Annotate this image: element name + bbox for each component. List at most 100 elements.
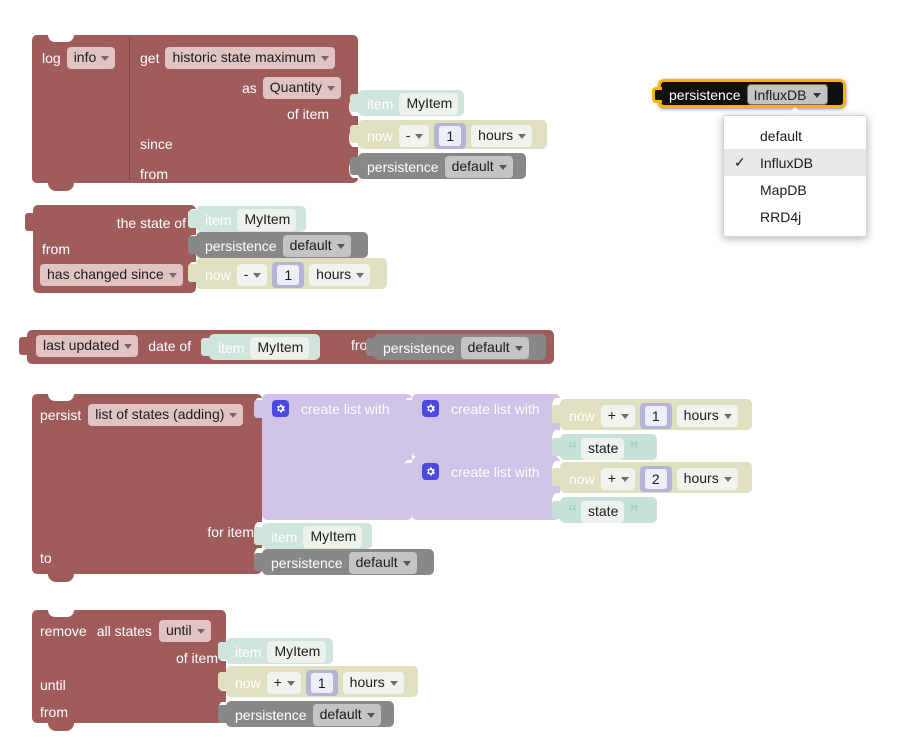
- persistence-block[interactable]: persistence default: [254, 549, 434, 575]
- create-list-inner-block-1[interactable]: create list with: [404, 394, 561, 457]
- create-list-inner-block-2[interactable]: create list with: [404, 457, 561, 520]
- value-plug: [350, 94, 359, 112]
- now-amount-field[interactable]: 1: [310, 673, 333, 693]
- now-amount-field[interactable]: 1: [644, 406, 667, 426]
- now-operator-dropdown[interactable]: +: [600, 468, 635, 490]
- now-amount-field[interactable]: 1: [439, 126, 462, 146]
- persist-block[interactable]: persist list of states (adding) for item…: [32, 394, 263, 582]
- chevron-down-icon: [402, 561, 411, 566]
- item-block[interactable]: item MyItem: [350, 90, 464, 116]
- item-name-value: MyItem: [274, 643, 321, 659]
- item-name-field[interactable]: MyItem: [399, 93, 459, 115]
- now-amount-wrapper[interactable]: 1: [272, 262, 305, 288]
- now-amount-wrapper[interactable]: 2: [639, 466, 672, 492]
- text-block[interactable]: “ state ”: [552, 434, 657, 460]
- item-block[interactable]: item MyItem: [254, 523, 372, 549]
- block-bottom-bump: [48, 723, 74, 731]
- now-operator-dropdown[interactable]: -: [236, 264, 268, 286]
- now-offset-block[interactable]: now - 1 hours: [188, 258, 387, 289]
- now-operator-dropdown[interactable]: +: [600, 405, 635, 427]
- value-plug: [552, 468, 561, 486]
- persistence-dropdown-menu[interactable]: default ✓ InfluxDB MapDB RRD4j: [723, 115, 867, 237]
- chevron-down-icon: [326, 86, 335, 91]
- persistence-block[interactable]: persistence default: [218, 701, 394, 727]
- now-offset-block[interactable]: now + 1 hours: [552, 399, 752, 430]
- persistence-block[interactable]: persistence default: [350, 153, 526, 179]
- item-name-field[interactable]: MyItem: [303, 526, 363, 548]
- state-of-block[interactable]: the state of from has changed since: [25, 205, 197, 293]
- item-name-field[interactable]: MyItem: [237, 209, 297, 231]
- remove-boundary-dropdown[interactable]: until: [158, 620, 211, 642]
- menu-item-label: InfluxDB: [760, 154, 813, 171]
- persist-mode-dropdown[interactable]: list of states (adding): [88, 404, 244, 426]
- the-state-of-label: the state of: [116, 215, 186, 231]
- value-plug: [254, 553, 263, 571]
- now-unit-dropdown[interactable]: hours: [676, 468, 738, 490]
- block-top-notch: [48, 35, 74, 42]
- now-unit-dropdown[interactable]: hours: [471, 125, 533, 147]
- item-name-field[interactable]: MyItem: [267, 641, 327, 663]
- persistence-service-dropdown[interactable]: default: [282, 235, 351, 257]
- remove-boundary-value: until: [165, 622, 192, 638]
- persistence-block[interactable]: persistence default: [188, 232, 368, 258]
- menu-item-mapdb[interactable]: MapDB: [724, 176, 866, 203]
- now-operator-dropdown[interactable]: +: [266, 672, 301, 694]
- persistence-block[interactable]: persistence default: [366, 334, 546, 360]
- persistence-service-value: default: [355, 554, 398, 570]
- chevron-down-icon: [723, 477, 732, 482]
- item-block[interactable]: item MyItem: [201, 334, 320, 360]
- last-updated-dropdown[interactable]: last updated: [36, 335, 139, 357]
- menu-item-default[interactable]: default: [724, 122, 866, 149]
- menu-item-label: RRD4j: [760, 208, 802, 225]
- now-amount-field[interactable]: 2: [644, 469, 667, 489]
- value-plug: [188, 210, 197, 228]
- now-amount-wrapper[interactable]: 1: [434, 123, 467, 149]
- now-amount-wrapper[interactable]: 1: [305, 670, 338, 696]
- persistence-service-dropdown[interactable]: default: [460, 337, 529, 359]
- close-quote-icon: ”: [629, 439, 638, 459]
- text-value-field[interactable]: state: [581, 501, 625, 523]
- remove-block[interactable]: remove all states until of item until fr…: [32, 610, 227, 731]
- as-type-dropdown[interactable]: Quantity: [262, 77, 341, 99]
- now-offset-block[interactable]: now + 1 hours: [218, 666, 418, 697]
- now-amount-wrapper[interactable]: 1: [639, 403, 672, 429]
- menu-item-rrd4j[interactable]: RRD4j: [724, 203, 866, 230]
- text-value-field[interactable]: state: [581, 438, 625, 460]
- now-unit-value: hours: [683, 407, 719, 423]
- log-level-dropdown[interactable]: info: [66, 47, 116, 69]
- has-changed-since-dropdown[interactable]: has changed since: [40, 264, 183, 286]
- now-unit-dropdown[interactable]: hours: [676, 405, 738, 427]
- now-operator-value: -: [405, 127, 411, 143]
- mutator-gear-icon[interactable]: [422, 400, 439, 417]
- chevron-down-icon: [101, 56, 110, 61]
- persistence-service-dropdown[interactable]: InfluxDB: [746, 84, 828, 105]
- mutator-gear-icon[interactable]: [422, 463, 439, 480]
- item-name-field[interactable]: MyItem: [250, 337, 310, 359]
- now-offset-block[interactable]: now + 2 hours: [552, 462, 752, 493]
- historic-function-dropdown[interactable]: historic state maximum: [165, 47, 335, 69]
- log-block[interactable]: log info get historic state maximum as Q…: [32, 35, 358, 191]
- create-list-outer-block[interactable]: create list with: [254, 394, 413, 520]
- now-unit-dropdown[interactable]: hours: [342, 672, 404, 694]
- text-block[interactable]: “ state ”: [552, 497, 657, 523]
- now-unit-dropdown[interactable]: hours: [309, 264, 371, 286]
- from-label: from: [140, 166, 168, 182]
- value-plug: [350, 157, 359, 175]
- item-block[interactable]: item MyItem: [188, 206, 306, 232]
- chevron-down-icon: [356, 273, 365, 278]
- as-type-value: Quantity: [269, 79, 322, 95]
- item-block[interactable]: item MyItem: [218, 638, 333, 664]
- menu-item-influxdb[interactable]: ✓ InfluxDB: [724, 149, 866, 176]
- value-plug: [404, 463, 413, 481]
- now-offset-block[interactable]: now - 1 hours: [350, 120, 547, 149]
- persistence-service-dropdown[interactable]: default: [444, 156, 513, 178]
- value-plug: [218, 705, 227, 723]
- persistence-service-dropdown[interactable]: default: [348, 552, 417, 574]
- now-amount-field[interactable]: 1: [277, 265, 300, 285]
- item-label: item: [271, 529, 298, 545]
- now-operator-dropdown[interactable]: -: [398, 125, 430, 147]
- persistence-service-dropdown[interactable]: default: [312, 704, 381, 726]
- mutator-gear-icon[interactable]: [272, 400, 289, 417]
- selected-persistence-block[interactable]: persistence InfluxDB: [652, 79, 846, 108]
